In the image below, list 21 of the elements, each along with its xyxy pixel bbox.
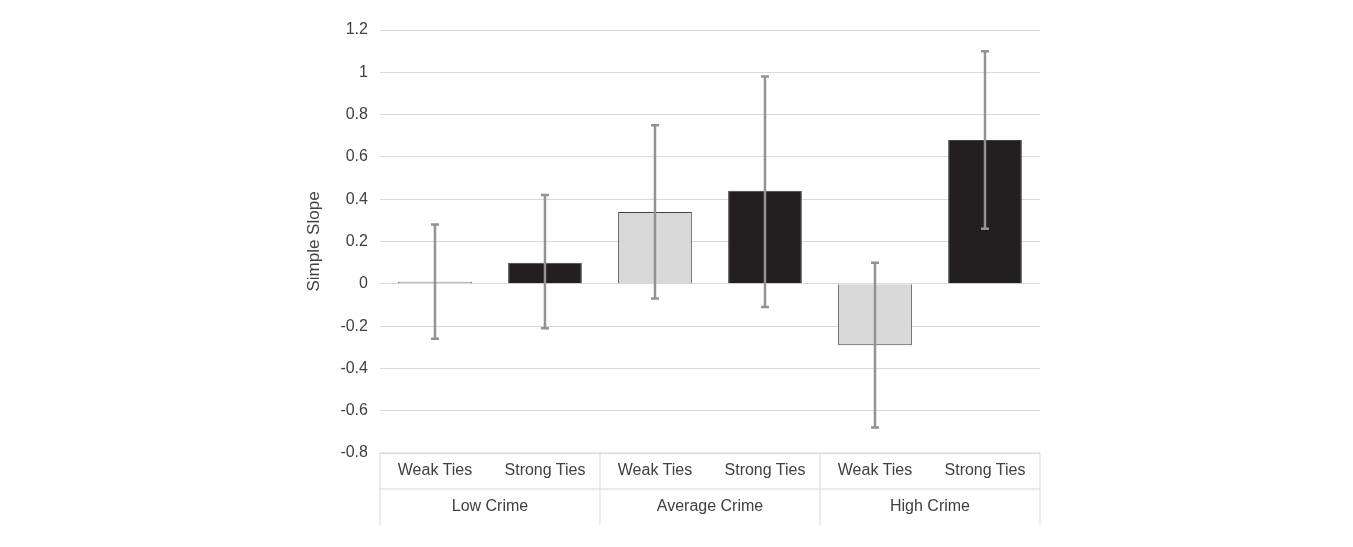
y-tick-label: -0.6 xyxy=(340,401,369,419)
text: Average Crime xyxy=(656,497,764,515)
y-tick-label: 0.2 xyxy=(345,231,369,249)
text: Low Crime xyxy=(451,497,529,515)
y-tick-label: 0.8 xyxy=(345,105,369,123)
y-tick-label: -0.2 xyxy=(340,316,369,334)
text: High Crime xyxy=(889,497,971,515)
y-tick-label: 1.2 xyxy=(345,20,369,38)
x-tick-label: Weak Ties xyxy=(397,461,473,479)
x-tick-label: Strong Ties xyxy=(724,461,806,479)
y-tick-label: -0.4 xyxy=(340,358,369,376)
y-tick-label: 1 xyxy=(359,62,369,80)
y-tick-label: 0.6 xyxy=(345,147,369,165)
y-tick-label: -0.8 xyxy=(340,443,369,461)
x-tick-label: Weak Ties xyxy=(837,461,913,479)
x-tick-label: Weak Ties xyxy=(617,461,693,479)
y-axis-title: Simple Slope xyxy=(303,191,323,292)
y-tick-label: 0 xyxy=(359,274,369,292)
x-tick-label: Strong Ties xyxy=(944,461,1026,479)
y-tick-label: 0.4 xyxy=(345,189,369,207)
x-tick-label: Strong Ties xyxy=(504,461,586,479)
